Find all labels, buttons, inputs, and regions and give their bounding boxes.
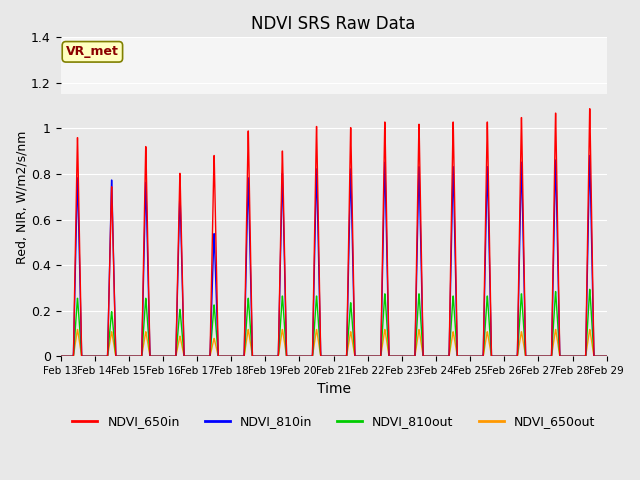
X-axis label: Time: Time: [317, 382, 351, 396]
Legend: NDVI_650in, NDVI_810in, NDVI_810out, NDVI_650out: NDVI_650in, NDVI_810in, NDVI_810out, NDV…: [67, 410, 600, 433]
Title: NDVI SRS Raw Data: NDVI SRS Raw Data: [252, 15, 416, 33]
Bar: [61, 14, 607, 94]
Text: VR_met: VR_met: [66, 45, 119, 58]
Y-axis label: Red, NIR, W/m2/s/nm: Red, NIR, W/m2/s/nm: [15, 130, 28, 264]
